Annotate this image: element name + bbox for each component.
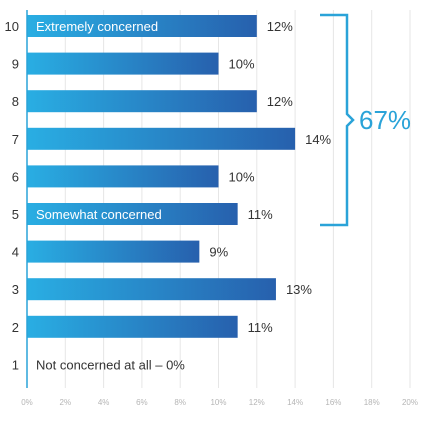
- bar-9: [27, 52, 219, 75]
- bar-5: [27, 203, 238, 225]
- bar-6: [27, 165, 219, 188]
- x-tick-label: 18%: [364, 398, 380, 407]
- category-label-8: 8: [12, 94, 19, 109]
- bar-annotation-10: Extremely concerned: [36, 19, 158, 34]
- category-label-10: 10: [5, 19, 19, 34]
- bracket-67-percent: [320, 13, 355, 227]
- value-label-9: 10%: [229, 57, 255, 72]
- x-tick-label: 16%: [325, 398, 341, 407]
- category-label-4: 4: [12, 245, 19, 260]
- category-label-2: 2: [12, 320, 19, 335]
- x-tick-label: 0%: [21, 398, 33, 407]
- category-label-5: 5: [12, 207, 19, 222]
- value-label-10: 12%: [267, 19, 293, 34]
- x-tick-label: 6%: [136, 398, 148, 407]
- bar-2: [27, 315, 238, 338]
- value-label-4: 9%: [209, 245, 228, 260]
- bar-8: [27, 90, 257, 113]
- category-label-3: 3: [12, 282, 19, 297]
- x-tick-label: 12%: [249, 398, 265, 407]
- value-label-5: 11%: [248, 207, 273, 222]
- bar-10: [27, 15, 257, 37]
- bars: [27, 15, 296, 338]
- bar-7: [27, 127, 296, 150]
- value-label-2: 11%: [248, 320, 273, 335]
- labels: 0% 2% 4% 6% 8% 10% 12% 14% 16% 18% 20% 12% 10 Extreme…: [5, 19, 418, 407]
- bar-annotation-1: Not concerned at all – 0%: [36, 357, 185, 372]
- bar-3: [27, 278, 276, 301]
- x-tick-label: 20%: [402, 398, 418, 407]
- x-tick-label: 10%: [210, 398, 226, 407]
- x-tick-label: 4%: [98, 398, 110, 407]
- category-label-9: 9: [12, 57, 19, 72]
- category-label-1: 1: [12, 357, 19, 372]
- category-label-6: 6: [12, 169, 19, 184]
- value-label-6: 10%: [229, 169, 255, 184]
- x-tick-label: 8%: [174, 398, 186, 407]
- bar-annotation-5: Somewhat concerned: [36, 207, 162, 222]
- value-label-3: 13%: [286, 282, 312, 297]
- bracket-total-label: 67%: [359, 105, 411, 135]
- value-label-8: 12%: [267, 94, 293, 109]
- value-label-7: 14%: [305, 132, 331, 147]
- bar-4: [27, 240, 200, 263]
- category-label-7: 7: [12, 132, 19, 147]
- x-tick-label: 2%: [60, 398, 72, 407]
- x-tick-label: 14%: [287, 398, 303, 407]
